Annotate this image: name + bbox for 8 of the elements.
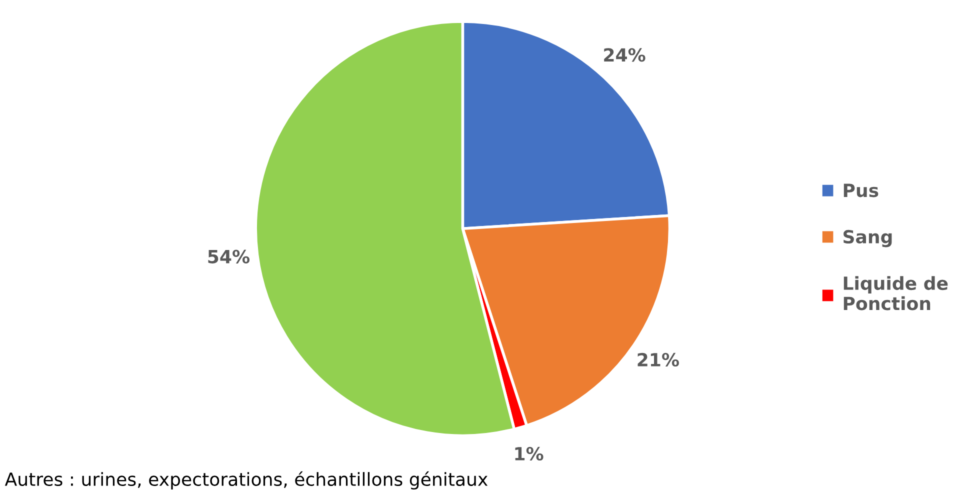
legend-label: Sang <box>844 230 892 248</box>
data-label: 54% <box>208 250 250 264</box>
legend-label: Pus <box>844 184 878 198</box>
legend-label: Liquide de Ponction <box>844 276 948 310</box>
data-label: 1% <box>515 446 544 461</box>
text: Autres : urines, expectorations, échantillons génitaux <box>4 471 488 490</box>
data-label: 21% <box>638 352 679 367</box>
data-label: 24% <box>604 48 646 62</box>
